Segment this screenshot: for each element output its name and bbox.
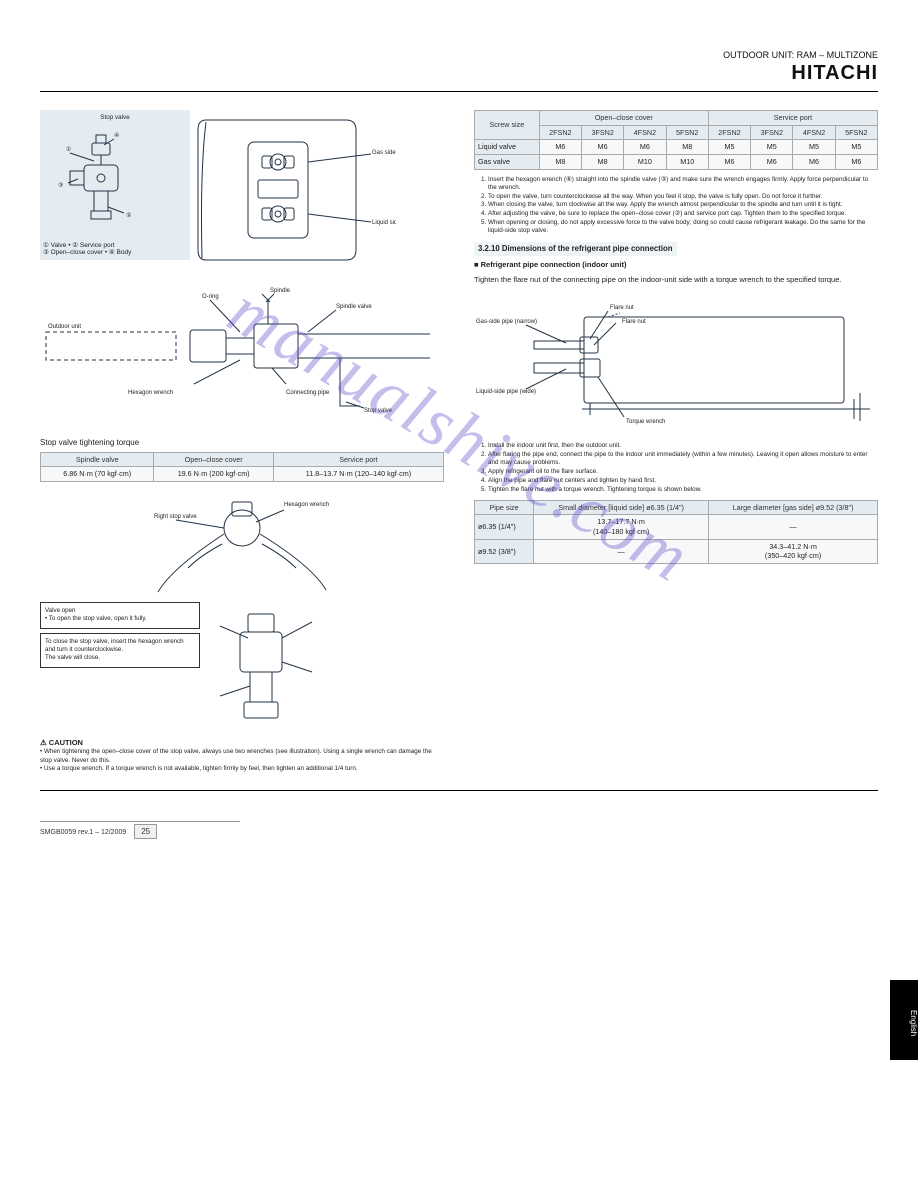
valve-close-note: To close the stop valve, insert the hexa… (40, 633, 200, 668)
indoor-unit-diagram: Gas-side pipe (narrow) Liquid-side pipe … (474, 289, 874, 439)
screw-size-table: Screw size Open–close cover Service port… (474, 110, 878, 170)
header-section: OUTDOOR UNIT: RAM – MULTIZONE (40, 50, 878, 60)
svg-text:Spindle valve: Spindle valve (336, 304, 372, 310)
svg-text:Hexagon wrench: Hexagon wrench (284, 502, 329, 508)
footer-page: 25 (134, 824, 157, 839)
svg-text:Hexagon wrench: Hexagon wrench (128, 390, 173, 396)
torque-r0c2: 11.8–13.7 N·m (120–140 kgf·cm) (273, 467, 443, 482)
screw-group-sp: Service port (708, 111, 877, 126)
caution-line-1: • Use a torque wrench. If a torque wrenc… (40, 765, 444, 774)
torque-col1: Spindle valve (41, 452, 154, 467)
svg-text:②: ② (126, 212, 131, 219)
stopvalve-diagram: ④ ① ③ ② (44, 125, 184, 235)
svg-text:Flare nut: Flare nut (610, 305, 634, 311)
svg-text:①: ① (66, 146, 71, 153)
valve-open-note: Valve open • To open the stop valve, ope… (40, 602, 200, 629)
right-column: Screw size Open–close cover Service port… (474, 110, 878, 774)
svg-text:Flare nut: Flare nut (622, 319, 646, 325)
torque-col3: Service port (273, 452, 443, 467)
footer: SMGB0059 rev.1 – 12/2009 25 (40, 821, 878, 839)
svg-text:Right stop valve: Right stop valve (154, 514, 197, 520)
body-rule (40, 790, 878, 791)
torque-table: Spindle valve Open–close cover Service p… (40, 452, 444, 482)
flare-torque-table: Pipe size Small diameter [liquid side] ø… (474, 500, 878, 565)
svg-text:Spindle: Spindle (270, 288, 291, 294)
stopvalve-title: Stop valve (44, 114, 186, 123)
unit-panel-diagram: Gas side Liquid side (196, 110, 396, 270)
procedure-list-b: Install the indoor unit first, then the … (474, 442, 878, 493)
caution-title: ⚠ CAUTION (40, 738, 444, 748)
brand-logo: HITACHI (791, 62, 878, 84)
caution-line-0: • When tightening the open–close cover o… (40, 748, 444, 765)
language-tab: English (890, 980, 918, 1060)
svg-text:④: ④ (114, 132, 119, 139)
svg-text:Gas-side pipe (narrow): Gas-side pipe (narrow) (476, 319, 537, 325)
footer-docid: SMGB0059 rev.1 – 12/2009 (40, 829, 126, 836)
torque-r0c1: 19.6 N·m (200 kgf·cm) (154, 467, 273, 482)
svg-text:Liquid-side pipe (wide): Liquid-side pipe (wide) (476, 389, 536, 395)
left-column: Stop valve (40, 110, 444, 774)
svg-text:Connecting pipe: Connecting pipe (286, 390, 330, 396)
screw-group-open: Open–close cover (539, 111, 708, 126)
procedure-list-a: Insert the hexagon wrench (⑥) straight i… (474, 176, 878, 235)
torque-col2: Open–close cover (154, 452, 273, 467)
header-rule (40, 91, 878, 92)
torque-table-title: Stop valve tightening torque (40, 438, 444, 449)
screw-rowhead: Screw size (475, 111, 540, 140)
section-3-2-10-title: 3.2.10 Dimensions of the refrigerant pip… (474, 242, 677, 257)
flare-connection-diagram: O-ring Spindle Spindle valve Stop valve … (40, 276, 440, 426)
svg-text:Torque wrench: Torque wrench (626, 419, 665, 425)
svg-text:Outdoor unit: Outdoor unit (48, 324, 81, 330)
svg-text:③: ③ (58, 182, 63, 189)
svg-text:O-ring: O-ring (202, 294, 219, 300)
svg-text:Gas side: Gas side (372, 150, 396, 156)
indoor-paragraph: Tighten the flare nut of the connecting … (474, 275, 878, 285)
torque-r0c0: 6.86 N·m (70 kgf·cm) (41, 467, 154, 482)
stop-valve-box: Stop valve (40, 110, 190, 270)
indoor-title: ■ Refrigerant pipe connection (indoor un… (474, 260, 878, 270)
svg-text:Stop valve: Stop valve (364, 408, 393, 414)
sv-caption-2: ③ Open–close cover • ④ Body (43, 249, 187, 257)
two-wrench-diagram: Right stop valve Hexagon wrench (152, 488, 332, 598)
svg-text:Liquid side: Liquid side (372, 220, 396, 226)
valve-body-diagram (204, 602, 324, 732)
